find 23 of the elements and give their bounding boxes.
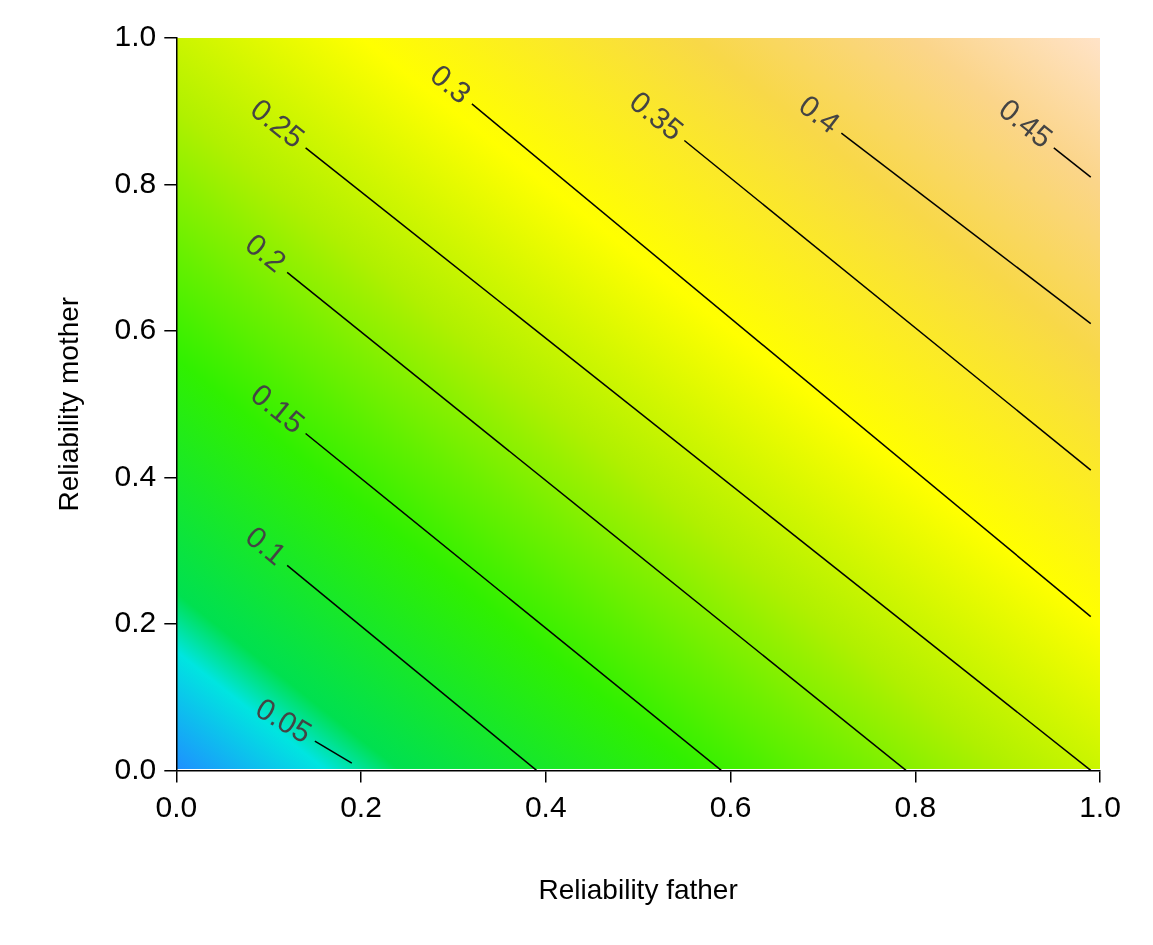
y-tick-label: 0.2	[114, 605, 157, 639]
y-axis-title: Reliability mother	[52, 296, 84, 512]
text: 0.45	[992, 91, 1060, 155]
text: 0.4	[793, 88, 847, 140]
text: 0.15	[245, 377, 312, 440]
y-tick-label: 1.0	[114, 19, 157, 53]
x-tick-label: 0.4	[524, 789, 567, 823]
x-axis-title: Reliability father	[538, 873, 738, 905]
x-tick-label: 0.2	[340, 789, 382, 823]
y-tick-label: 0.0	[114, 751, 157, 785]
y-tick-label: 0.8	[114, 165, 157, 199]
text: 0.25	[244, 91, 311, 155]
text: 0.3	[424, 57, 478, 110]
y-tick-label: 0.6	[114, 312, 157, 346]
x-tick-label: 0.0	[155, 789, 198, 823]
text: 0.35	[623, 84, 690, 147]
y-tick-label: 0.4	[114, 458, 157, 492]
text: 0.1	[239, 519, 293, 572]
text: 0.05	[250, 691, 318, 750]
x-tick-label: 1.0	[1079, 789, 1121, 823]
x-tick-label: 0.8	[894, 789, 937, 823]
x-tick-label: 0.6	[709, 789, 752, 823]
text: 0.2	[239, 226, 293, 279]
